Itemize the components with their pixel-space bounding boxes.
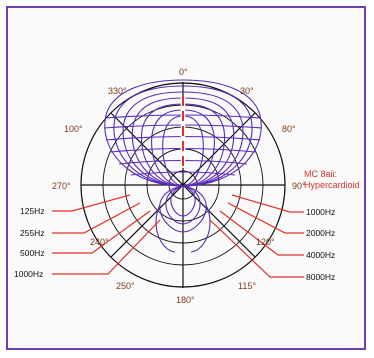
angle-label-0: 0°: [179, 67, 188, 77]
freq-label-left: 500Hz: [20, 248, 45, 258]
right-frequency-labels: 1000Hz 2000Hz 4000Hz 8000Hz: [306, 207, 335, 282]
left-frequency-labels: 125Hz 255Hz 500Hz 1000Hz: [14, 206, 45, 279]
angle-label-240: 240°: [90, 237, 109, 247]
angle-label-30: 30°: [240, 86, 254, 96]
angle-label-100-left: 100°: [64, 124, 83, 134]
angle-label-270: 270°: [52, 181, 71, 191]
freq-label-right: 8000Hz: [306, 272, 335, 282]
polar-pattern-name: Hypercardioid: [304, 180, 360, 190]
angle-label-180: 180°: [176, 295, 195, 305]
freq-label-left: 1000Hz: [14, 269, 43, 279]
freq-label-left: 125Hz: [20, 206, 45, 216]
angle-label-330: 330°: [108, 86, 127, 96]
diagram-frame: [6, 6, 366, 350]
freq-label-right: 4000Hz: [306, 250, 335, 260]
freq-label-left: 255Hz: [20, 228, 45, 238]
freq-label-right: 2000Hz: [306, 228, 335, 238]
model-label: MC 8aii: Hypercardioid: [304, 169, 360, 190]
angle-label-250: 250°: [116, 281, 135, 291]
angle-label-90: 90°: [292, 181, 306, 191]
model-name: MC 8aii:: [304, 169, 337, 179]
angle-label-80: 80°: [282, 124, 296, 134]
angle-labels: 0° 30° 330° 100° 80° 270° 90° 240° 120° …: [52, 67, 306, 305]
freq-label-right: 1000Hz: [306, 207, 335, 217]
frequency-leader-lines: [52, 194, 304, 278]
angle-label-120: 120°: [256, 237, 275, 247]
angle-label-115: 115°: [238, 281, 256, 291]
